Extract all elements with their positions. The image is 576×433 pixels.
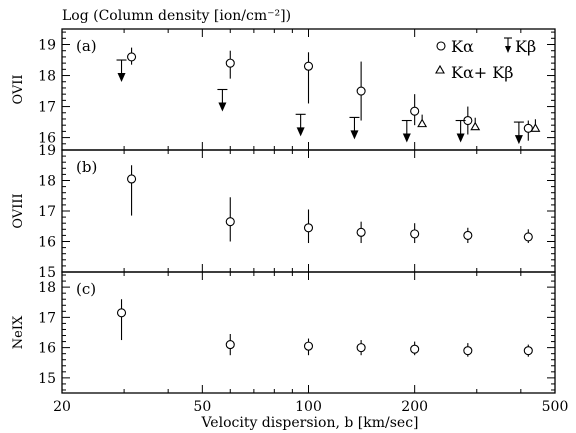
y-tick-label: 18 — [38, 174, 56, 190]
data-point-circle — [303, 341, 314, 351]
legend-triangle-icon — [435, 64, 445, 74]
panel-label: (b) — [76, 158, 97, 176]
data-point-circle — [463, 230, 473, 240]
upper-limit-arrow — [401, 119, 412, 143]
upper-limit-head — [514, 135, 523, 145]
data-point-circle — [127, 52, 137, 62]
y-tick-label: 16 — [38, 235, 56, 251]
upper-limit-arrow — [455, 119, 466, 143]
x-tick-label: 50 — [193, 399, 211, 415]
data-point-circle — [410, 106, 420, 116]
y-tick-label: 17 — [38, 310, 56, 326]
data-point-triangle — [470, 121, 481, 131]
data-point-circle — [410, 229, 420, 239]
panel-3: 15 16 17 18 (c) NeIX — [11, 271, 556, 394]
y-tick-label: 17 — [38, 204, 56, 220]
data-point-circle — [356, 86, 366, 96]
legend-circle-icon — [436, 41, 446, 51]
chart-title: Log (Column density [ion/cm⁻²]) — [62, 8, 291, 24]
y-axis-label: OVIII — [11, 193, 26, 228]
data-point-circle — [225, 58, 235, 68]
y-tick-label: 19 — [38, 38, 56, 54]
legend-arrow-icon — [505, 46, 511, 53]
upper-limit-head — [296, 127, 305, 137]
y-tick-label: 18 — [38, 69, 56, 85]
y-tick-label: 16 — [38, 131, 56, 147]
y-tick-label: 15 — [38, 265, 56, 281]
x-tick-label: 100 — [295, 399, 322, 415]
upper-limit-head — [350, 130, 359, 140]
data-point-triangle — [417, 118, 428, 128]
y-tick-label: 15 — [38, 371, 56, 387]
panel-1: 16 17 18 19 (a) OVII — [11, 28, 556, 151]
data-point-circle — [523, 232, 533, 242]
data-point-circle — [356, 227, 366, 237]
upper-limit-head — [218, 102, 227, 112]
data-point-circle — [356, 343, 366, 353]
data-point-circle — [225, 217, 235, 227]
upper-limit-head — [456, 133, 465, 143]
panel-frame — [61, 271, 556, 394]
y-axis-label: OVII — [11, 74, 26, 104]
upper-limit-head — [402, 133, 411, 143]
data-point-circle — [463, 346, 473, 356]
data-point-circle — [225, 340, 235, 350]
data-point-triangle — [530, 123, 541, 132]
legend-label: Kα — [451, 37, 474, 56]
panel-label: (c) — [76, 280, 96, 298]
x-axis-label: Velocity dispersion, b [km/sec] — [200, 415, 418, 431]
data-point-circle — [303, 223, 314, 233]
upper-limit-arrow — [116, 59, 127, 83]
x-tick-label: 500 — [542, 399, 569, 415]
x-tick-label: 200 — [401, 399, 428, 415]
y-tick-label: 18 — [38, 280, 56, 296]
y-tick-label: 17 — [38, 100, 56, 116]
y-tick-label: 16 — [38, 341, 56, 357]
data-point-circle — [523, 123, 533, 133]
x-axis: 20 50 100 200 500 — [53, 399, 568, 415]
legend-label: Kα+ Kβ — [451, 63, 513, 82]
data-point-circle — [303, 61, 314, 71]
data-point-circle — [410, 344, 420, 354]
y-tick-label: 19 — [38, 143, 56, 159]
x-tick-label: 20 — [53, 399, 71, 415]
data-point-circle — [523, 346, 533, 356]
upper-limit-arrow — [513, 121, 524, 145]
upper-limit-arrow — [295, 113, 306, 137]
data-point-circle — [127, 174, 137, 184]
y-axis-label: NeIX — [11, 315, 26, 349]
data-point-circle — [116, 308, 127, 318]
panel-label: (a) — [76, 37, 97, 55]
upper-limit-arrow — [217, 88, 228, 112]
legend-label: Kβ — [515, 37, 536, 56]
upper-limit-head — [117, 73, 126, 83]
panel-2: 15 16 17 18 19 (b) OVIII — [11, 143, 556, 281]
upper-limit-arrow — [349, 116, 360, 140]
